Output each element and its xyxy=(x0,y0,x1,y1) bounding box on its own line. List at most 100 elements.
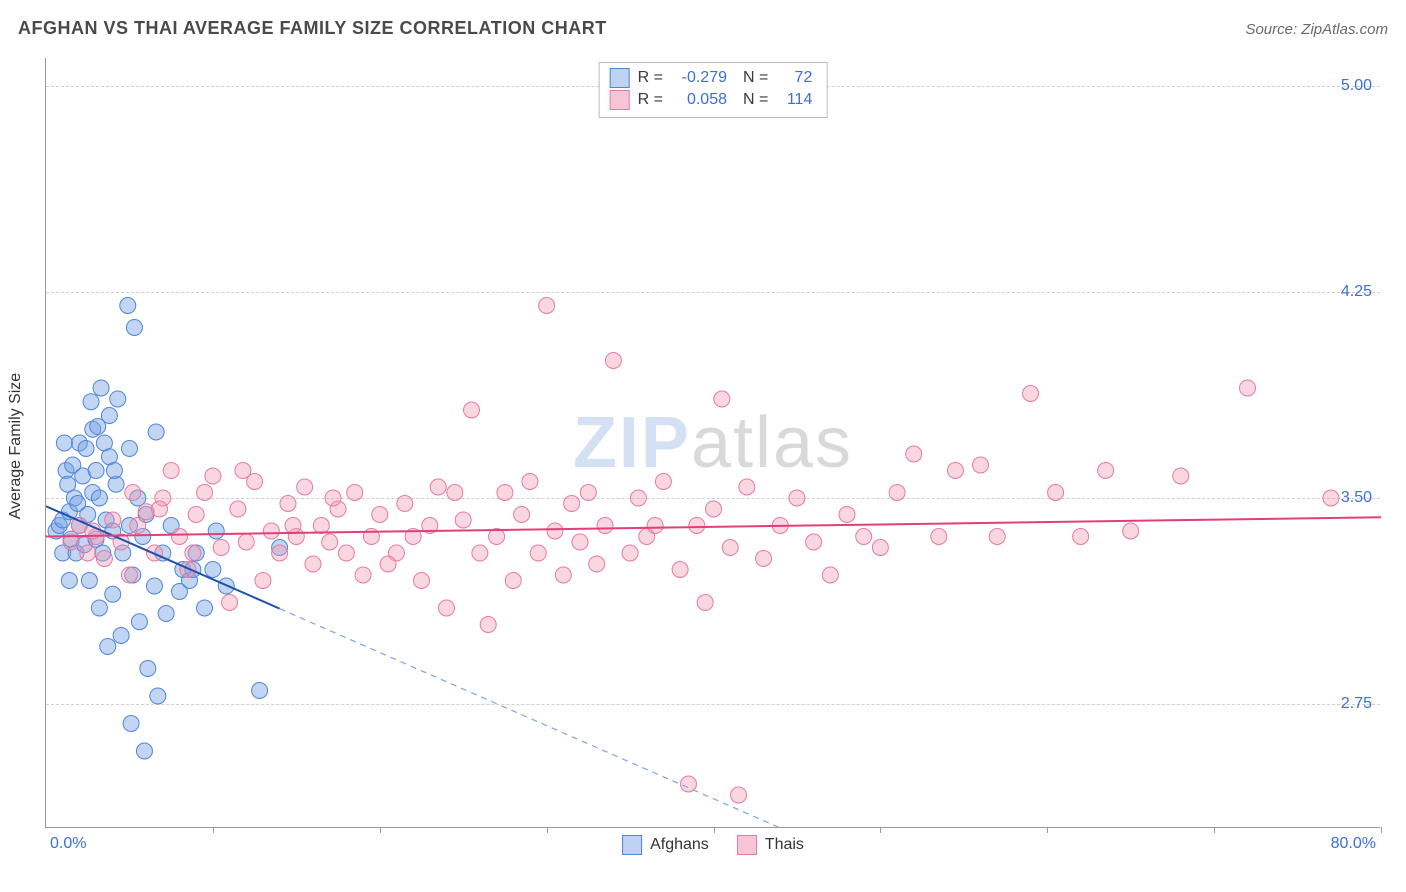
scatter-point xyxy=(397,496,413,512)
scatter-point xyxy=(235,463,251,479)
scatter-point xyxy=(322,534,338,550)
scatter-point xyxy=(589,556,605,572)
legend-swatch xyxy=(622,835,642,855)
bottom-legend: Afghans Thais xyxy=(622,835,804,855)
scatter-point xyxy=(113,628,129,644)
scatter-point xyxy=(93,380,109,396)
scatter-point xyxy=(146,578,162,594)
scatter-point xyxy=(163,463,179,479)
scatter-point xyxy=(285,518,301,534)
scatter-point xyxy=(91,600,107,616)
scatter-point xyxy=(78,441,94,457)
scatter-point xyxy=(497,485,513,501)
scatter-point xyxy=(263,523,279,539)
scatter-point xyxy=(205,562,221,578)
stat-r-value: -0.279 xyxy=(671,67,727,89)
scatter-point xyxy=(172,529,188,545)
y-axis-title: Average Family Size xyxy=(7,373,25,519)
scatter-point xyxy=(672,562,688,578)
x-axis-max-label: 80.0% xyxy=(1331,835,1376,853)
scatter-point xyxy=(105,586,121,602)
scatter-point xyxy=(208,523,224,539)
scatter-point xyxy=(564,496,580,512)
scatter-point xyxy=(647,518,663,534)
scatter-point xyxy=(555,567,571,583)
scatter-point xyxy=(539,298,555,314)
scatter-point xyxy=(255,573,271,589)
stat-n-label: N = xyxy=(743,89,768,111)
scatter-point xyxy=(88,463,104,479)
x-tick xyxy=(213,827,214,833)
scatter-point xyxy=(722,540,738,556)
scatter-point xyxy=(213,540,229,556)
scatter-point xyxy=(222,595,238,611)
scatter-point xyxy=(230,501,246,517)
scatter-point xyxy=(689,518,705,534)
scatter-point xyxy=(597,518,613,534)
scatter-point xyxy=(706,501,722,517)
scatter-point xyxy=(889,485,905,501)
scatter-point xyxy=(126,320,142,336)
x-tick xyxy=(880,827,881,833)
scatter-point xyxy=(297,479,313,495)
scatter-point xyxy=(756,551,772,567)
regression-line-dashed xyxy=(280,609,781,828)
chart-source: Source: ZipAtlas.com xyxy=(1245,21,1388,38)
scatter-point xyxy=(105,512,121,528)
scatter-point xyxy=(150,688,166,704)
stat-r-label: R = xyxy=(638,67,663,89)
scatter-point xyxy=(1048,485,1064,501)
scatter-point xyxy=(1323,490,1339,506)
scatter-point xyxy=(110,391,126,407)
x-tick xyxy=(547,827,548,833)
stat-r-value: 0.058 xyxy=(671,89,727,111)
scatter-point xyxy=(355,567,371,583)
legend-label: Thais xyxy=(765,836,804,854)
scatter-point xyxy=(252,683,268,699)
scatter-point xyxy=(325,490,341,506)
scatter-point xyxy=(313,518,329,534)
legend-item: Thais xyxy=(737,835,804,855)
scatter-point xyxy=(131,614,147,630)
x-tick xyxy=(1047,827,1048,833)
chart-header: AFGHAN VS THAI AVERAGE FAMILY SIZE CORRE… xyxy=(18,18,1388,39)
plot-area: ZIPatlas 2.753.504.255.00 R =-0.279N =72… xyxy=(45,58,1380,828)
scatter-point xyxy=(91,490,107,506)
scatter-point xyxy=(180,562,196,578)
x-tick xyxy=(380,827,381,833)
stats-row: R =-0.279N =72 xyxy=(610,67,813,89)
scatter-point xyxy=(839,507,855,523)
scatter-point xyxy=(580,485,596,501)
regression-line-solid xyxy=(46,517,1381,536)
scatter-point xyxy=(547,523,563,539)
scatter-point xyxy=(1240,380,1256,396)
legend-swatch xyxy=(610,68,630,88)
scatter-point xyxy=(80,545,96,561)
scatter-point xyxy=(906,446,922,462)
scatter-point xyxy=(739,479,755,495)
legend-swatch xyxy=(737,835,757,855)
scatter-point xyxy=(455,512,471,528)
scatter-point xyxy=(1073,529,1089,545)
stat-n-value: 114 xyxy=(776,89,812,111)
scatter-point xyxy=(472,545,488,561)
stat-n-value: 72 xyxy=(776,67,812,89)
legend-swatch xyxy=(610,90,630,110)
scatter-point xyxy=(380,556,396,572)
scatter-point xyxy=(605,353,621,369)
scatter-point xyxy=(96,551,112,567)
scatter-point xyxy=(197,600,213,616)
scatter-point xyxy=(56,435,72,451)
scatter-point xyxy=(121,567,137,583)
scatter-point xyxy=(806,534,822,550)
scatter-point xyxy=(61,573,77,589)
stats-box: R =-0.279N =72R =0.058N =114 xyxy=(599,62,828,118)
scatter-point xyxy=(413,573,429,589)
scatter-point xyxy=(197,485,213,501)
scatter-point xyxy=(714,391,730,407)
scatter-point xyxy=(125,485,141,501)
legend-item: Afghans xyxy=(622,835,709,855)
scatter-point xyxy=(188,507,204,523)
scatter-point xyxy=(205,468,221,484)
scatter-point xyxy=(305,556,321,572)
